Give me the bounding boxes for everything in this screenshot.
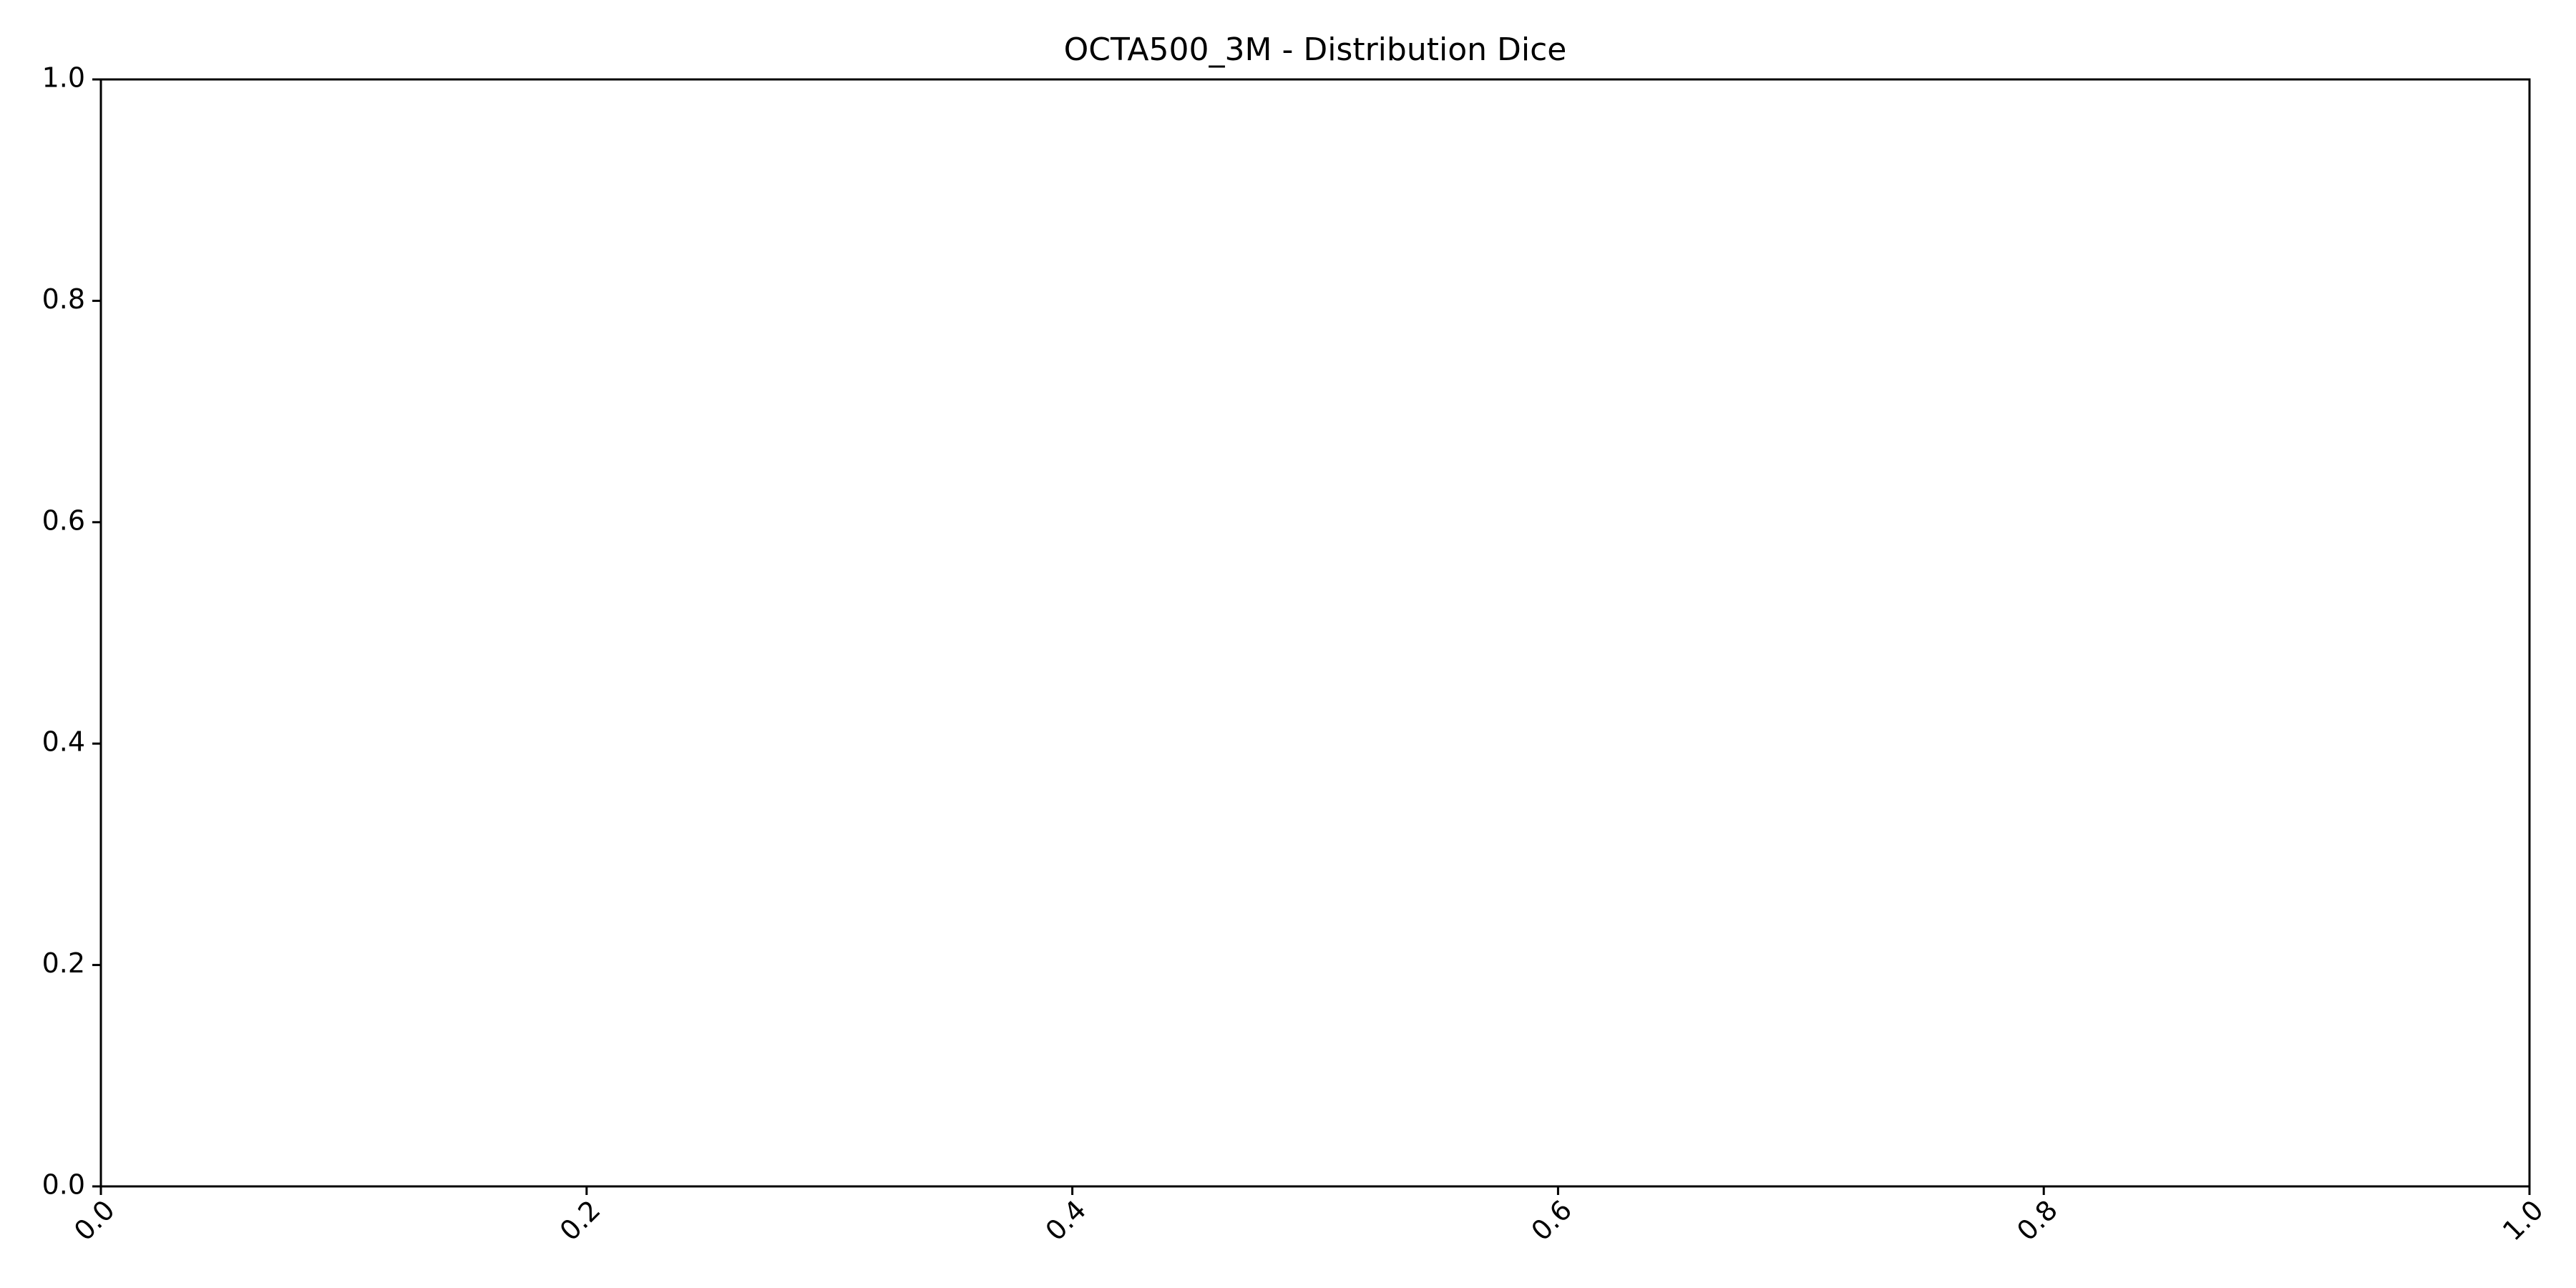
x-tick-label: 0.6	[1525, 1194, 1578, 1247]
axes-frame	[99, 78, 2531, 1188]
y-tick-label: 1.0	[42, 62, 85, 94]
x-axis: 0.0 0.2 0.4 0.6 0.8 1.0	[68, 1186, 2550, 1247]
y-tick-label: 0.0	[42, 1169, 85, 1201]
y-tick-label: 0.8	[42, 283, 85, 315]
y-axis: 0.0 0.2 0.4 0.6 0.8 1.0	[42, 62, 101, 1201]
y-tick-label: 0.2	[42, 947, 85, 979]
x-tick-label: 0.2	[554, 1194, 607, 1247]
x-tick-label: 1.0	[2497, 1194, 2550, 1247]
x-tick-label: 0.0	[68, 1194, 121, 1247]
y-tick-label: 0.6	[42, 504, 85, 536]
x-tick-label: 0.4	[1040, 1194, 1093, 1247]
y-tick-label: 0.4	[42, 726, 85, 758]
chart-title: OCTA500_3M - Distribution Dice	[1064, 31, 1567, 68]
plot-area: 0.0 0.2 0.4 0.6 0.8 1.0 0.0 0.2 0.4 0.6 0.8 1.0	[42, 62, 2550, 1247]
x-tick-label: 0.8	[2011, 1194, 2064, 1247]
